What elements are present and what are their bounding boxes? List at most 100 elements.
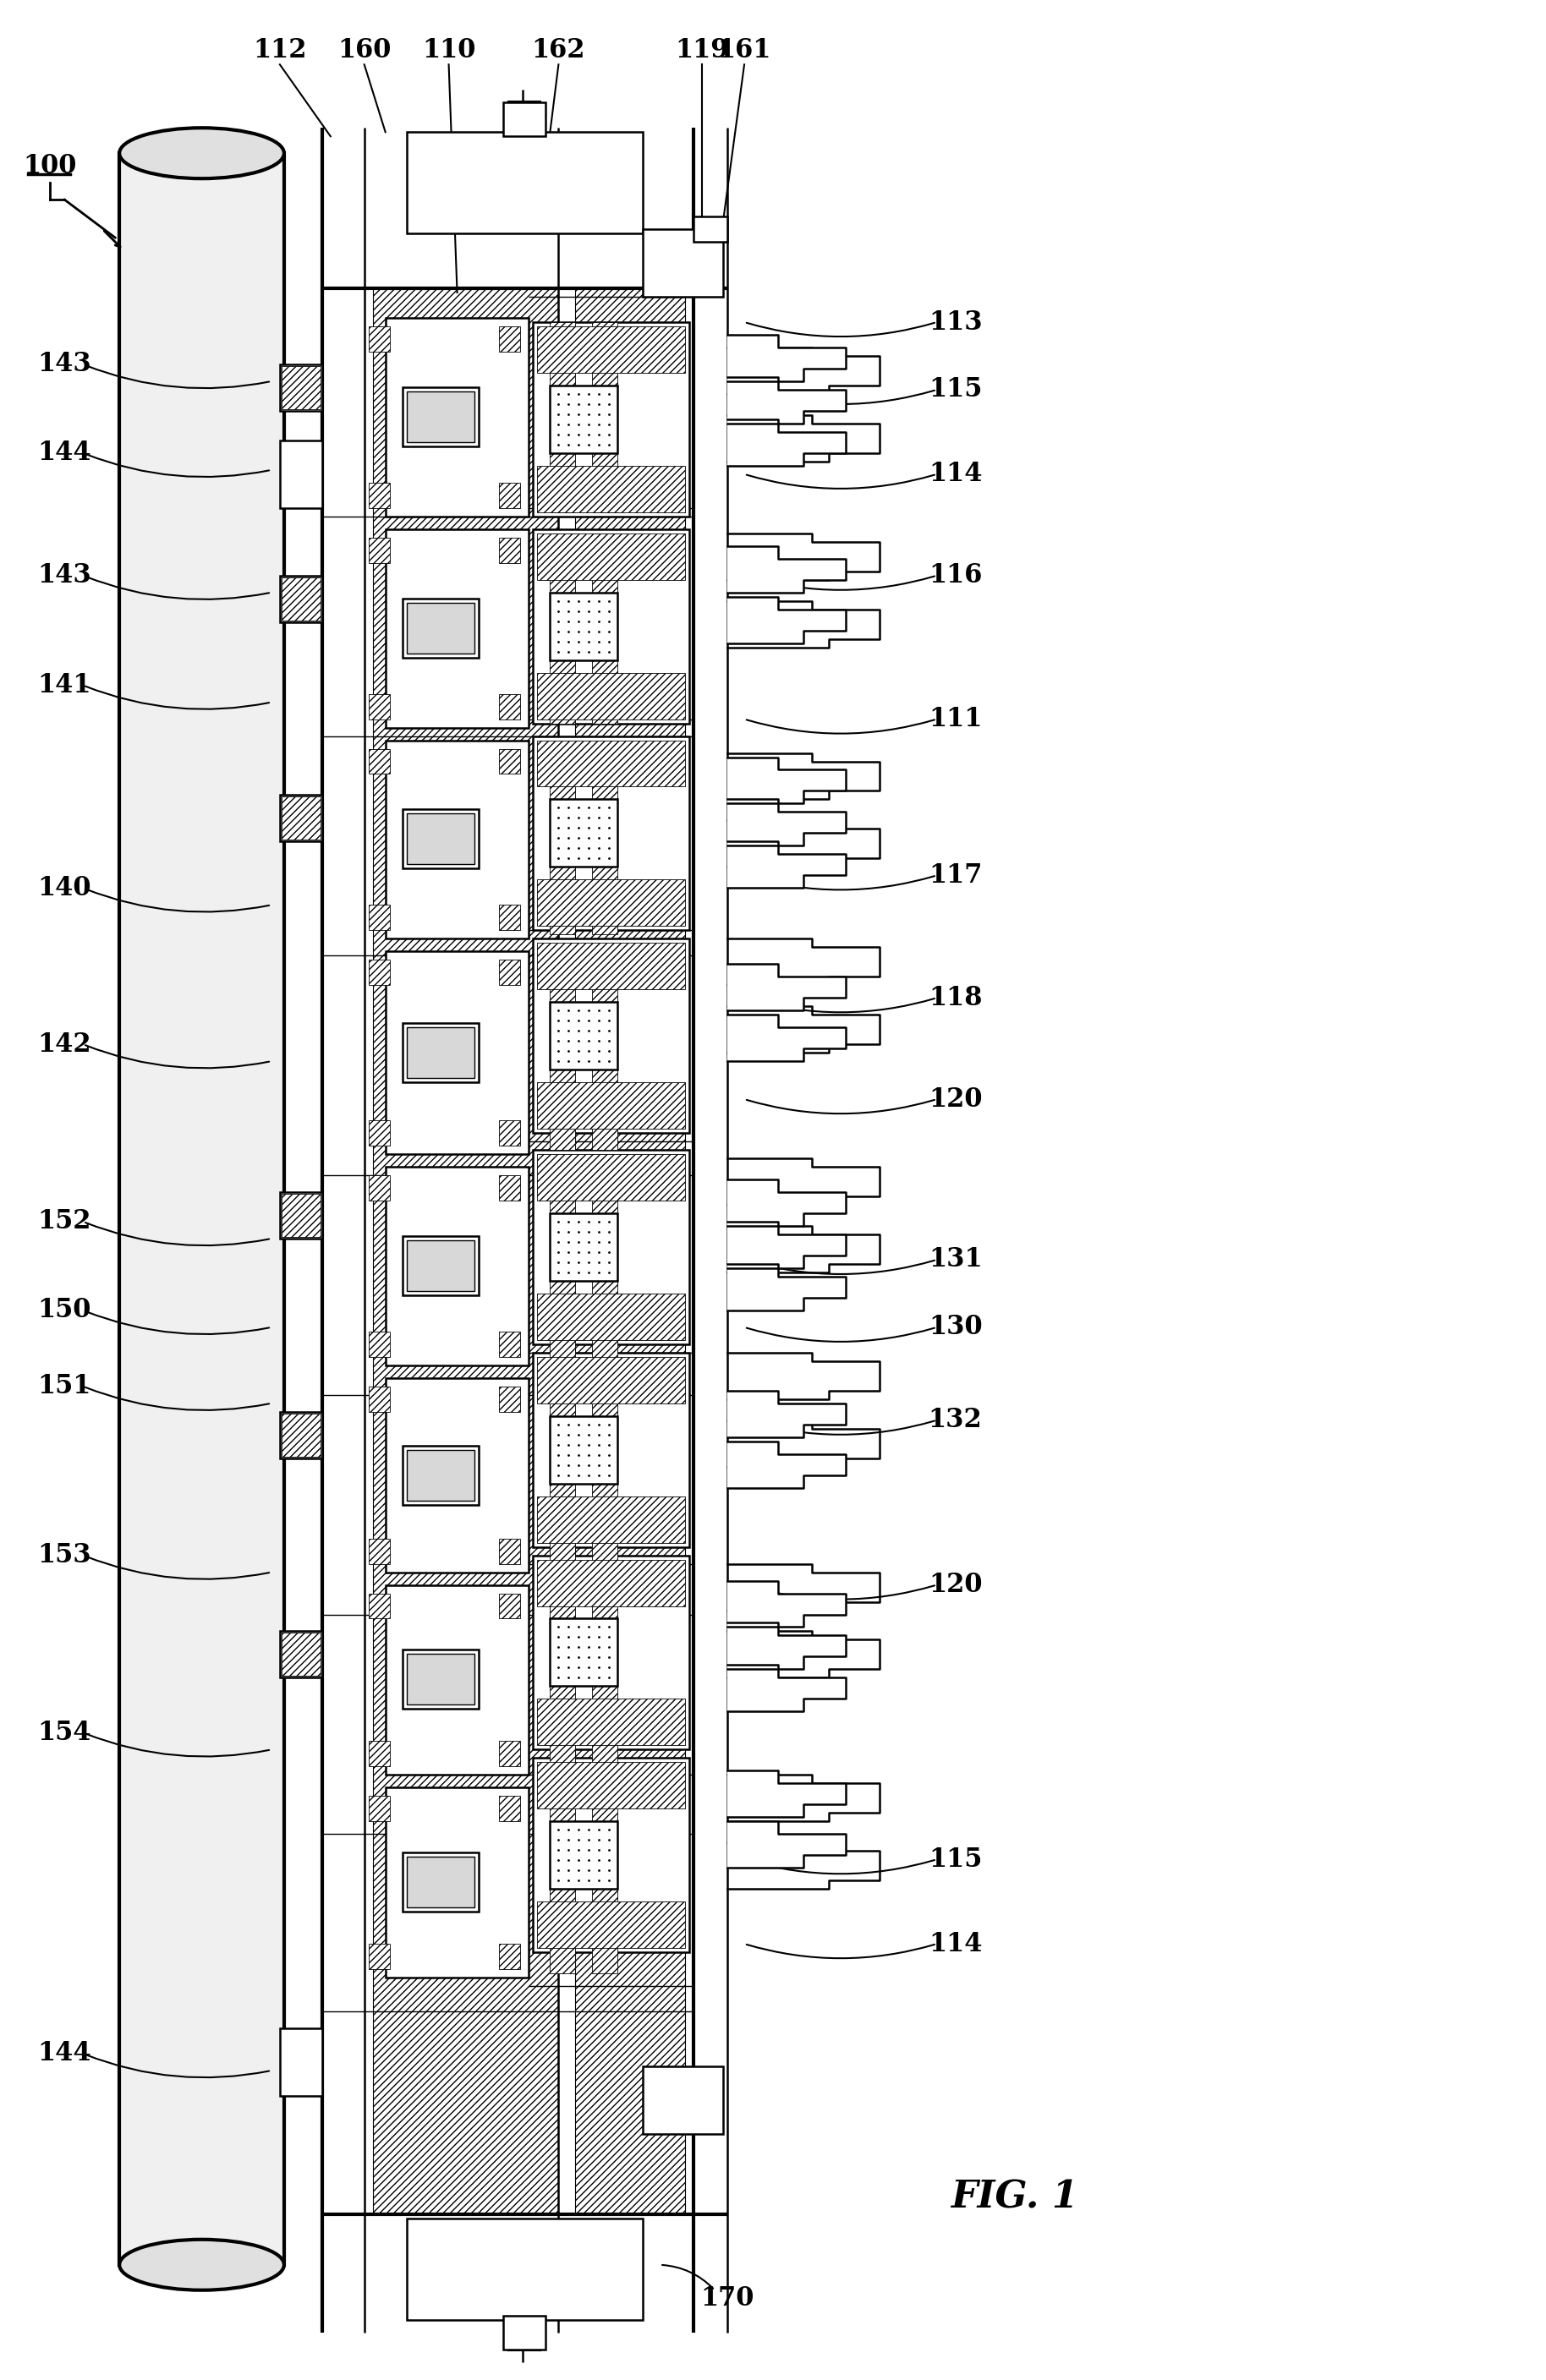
Text: 141: 141 [37,671,91,697]
Bar [499,483,521,507]
Bar [643,2066,724,2135]
Bar [538,1699,685,1745]
Text: 144: 144 [37,440,91,466]
Bar [280,795,322,843]
Bar [499,1330,521,1357]
Bar [499,1944,521,1968]
Bar [407,1240,475,1290]
Text: 100: 100 [23,152,77,178]
Bar [538,1559,685,1606]
Text: 161: 161 [717,38,771,64]
Text: 150: 150 [37,1297,91,1323]
Bar [538,1902,685,1949]
Bar [538,326,685,374]
Bar [368,1592,390,1618]
Polygon shape [728,1666,846,1711]
Bar [407,2218,643,2320]
Bar [499,1742,521,1766]
Bar [368,1537,390,1564]
Text: 170: 170 [700,2285,754,2311]
Bar [592,321,617,512]
Text: 151: 151 [37,1373,91,1399]
Bar [592,1590,617,1771]
Bar [504,2316,546,2349]
Bar [499,1388,521,1411]
Polygon shape [728,336,846,381]
Bar [575,288,685,2213]
Bar [385,319,529,516]
Bar [592,957,617,1150]
Bar [533,321,690,516]
Bar [119,152,284,2266]
Text: 120: 120 [929,1085,982,1111]
Bar [368,959,390,985]
Text: 142: 142 [37,1031,91,1057]
Bar [407,1654,475,1704]
Bar [643,228,724,298]
Bar [402,1023,478,1083]
Bar [504,102,546,136]
Text: 143: 143 [37,562,91,588]
Bar [280,1630,322,1678]
Ellipse shape [119,2240,284,2290]
Bar [550,1821,617,1890]
Bar [499,1797,521,1821]
Text: 130: 130 [929,1314,982,1340]
Bar [385,740,529,938]
Bar [368,1176,390,1200]
Bar [280,440,322,507]
Bar [368,1797,390,1821]
Bar [592,1383,617,1568]
Bar [550,1792,575,1973]
Polygon shape [728,757,846,804]
Bar [368,1742,390,1766]
Bar [694,217,728,243]
Bar [385,1585,529,1775]
Bar [368,483,390,507]
Polygon shape [728,843,846,888]
Bar [533,938,690,1133]
Bar [373,288,558,2213]
Bar [533,1352,690,1547]
Text: 110: 110 [422,38,476,64]
Bar [533,1759,690,1952]
Polygon shape [728,1390,846,1438]
Text: 113: 113 [929,309,982,336]
Text: 154: 154 [37,1721,91,1747]
Bar [550,745,575,935]
Text: 114: 114 [929,1930,982,1956]
Polygon shape [728,597,846,643]
Text: 111: 111 [929,707,982,733]
Bar [281,1195,320,1238]
Polygon shape [728,545,846,593]
Bar [550,1590,575,1771]
Bar [533,1554,690,1749]
Bar [407,2218,643,2320]
Bar [538,466,685,512]
Bar [592,745,617,935]
Text: 116: 116 [929,562,982,588]
Text: 140: 140 [37,876,91,902]
Polygon shape [728,1014,846,1061]
Bar [402,809,478,869]
Bar [402,388,478,447]
Bar [407,390,475,443]
Bar [368,904,390,931]
Bar [280,1192,322,1238]
Text: 144: 144 [37,2040,91,2066]
Bar [499,1537,521,1564]
Bar [385,1787,529,1978]
Polygon shape [728,1771,846,1818]
Bar [368,326,390,352]
Text: 120: 120 [929,1571,982,1597]
Bar [550,533,575,724]
Bar [407,1028,475,1078]
Bar [550,1416,617,1483]
Bar [281,1414,320,1457]
Polygon shape [728,419,846,466]
Bar [499,904,521,931]
Bar [550,593,617,659]
Text: 131: 131 [929,1247,982,1273]
Bar [280,364,322,412]
Bar [538,1083,685,1128]
